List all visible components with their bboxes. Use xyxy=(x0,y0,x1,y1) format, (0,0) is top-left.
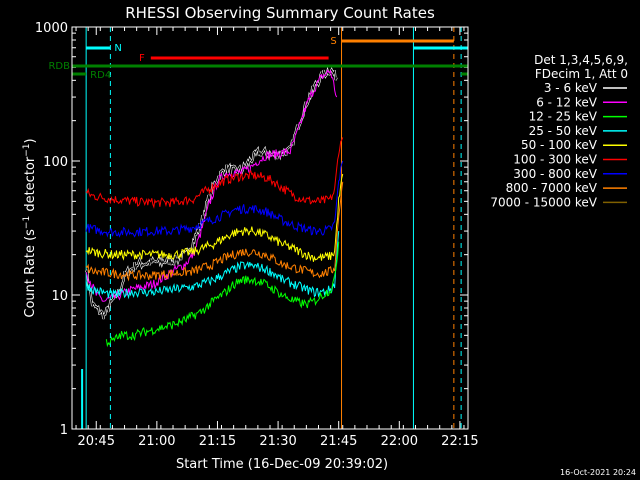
flag-label-n: N xyxy=(114,43,121,54)
data-series xyxy=(85,66,344,348)
y-tick-label: 10 xyxy=(51,289,68,304)
legend-label: 25 - 50 keV xyxy=(529,124,598,138)
series-blue xyxy=(85,160,344,238)
series-orange xyxy=(85,181,344,282)
chart-title: RHESSI Observing Summary Count Rates xyxy=(125,4,435,22)
x-tick-label: 21:00 xyxy=(138,434,175,449)
footer-timestamp: 16-Oct-2021 20:24 xyxy=(560,468,636,477)
legend-label: 50 - 100 keV xyxy=(521,138,598,152)
flag-label-s: S xyxy=(330,36,336,47)
y-tick-label: 1 xyxy=(60,423,68,438)
flag-label-f: F xyxy=(139,53,145,64)
legend-label: 12 - 25 keV xyxy=(529,110,598,124)
x-tick-label: 21:15 xyxy=(199,434,236,449)
series-red xyxy=(85,137,344,209)
series-green xyxy=(105,241,340,348)
legend-label: 3 - 6 keV xyxy=(544,81,598,95)
flag-label-rd4: RD4 xyxy=(90,70,111,81)
x-axis-label: Start Time (16-Dec-09 20:39:02) xyxy=(176,457,388,472)
legend-header: FDecim 1, Att 0 xyxy=(535,67,628,81)
x-tick-label: 20:45 xyxy=(78,434,115,449)
plot-frame xyxy=(71,26,469,430)
observing-flag-lines xyxy=(81,27,462,429)
legend-header: Det 1,3,4,5,6,9, xyxy=(534,53,628,67)
flag-label-rdb: RDB xyxy=(48,61,70,72)
series-yellow xyxy=(85,173,344,262)
legend-label: 6 - 12 keV xyxy=(536,95,598,109)
y-axis-label: Count Rate (s−1 detector−1) xyxy=(22,138,38,317)
series-cyan xyxy=(85,231,340,300)
x-tick-label: 22:00 xyxy=(381,434,418,449)
series-magenta xyxy=(85,69,338,302)
legend-label: 300 - 800 keV xyxy=(513,167,597,181)
legend-label: 800 - 7000 keV xyxy=(506,181,598,195)
legend: Det 1,3,4,5,6,9,FDecim 1, Att 03 - 6 keV… xyxy=(490,53,628,209)
y-tick-label: 100 xyxy=(43,155,68,170)
axis-ticks: 20:45 21:00 21:15 21:30 21:45 22:00 22:15 1 10 10… xyxy=(35,21,479,449)
x-tick-label: 21:30 xyxy=(259,434,296,449)
legend-label: 7000 - 15000 keV xyxy=(490,195,597,209)
y-tick-label: 1000 xyxy=(35,21,68,36)
observing-flag-bars: N F S RDB RD4 xyxy=(48,36,468,81)
legend-label: 100 - 300 keV xyxy=(513,153,597,167)
x-tick-label: 21:45 xyxy=(320,434,357,449)
x-tick-label: 22:15 xyxy=(441,434,478,449)
